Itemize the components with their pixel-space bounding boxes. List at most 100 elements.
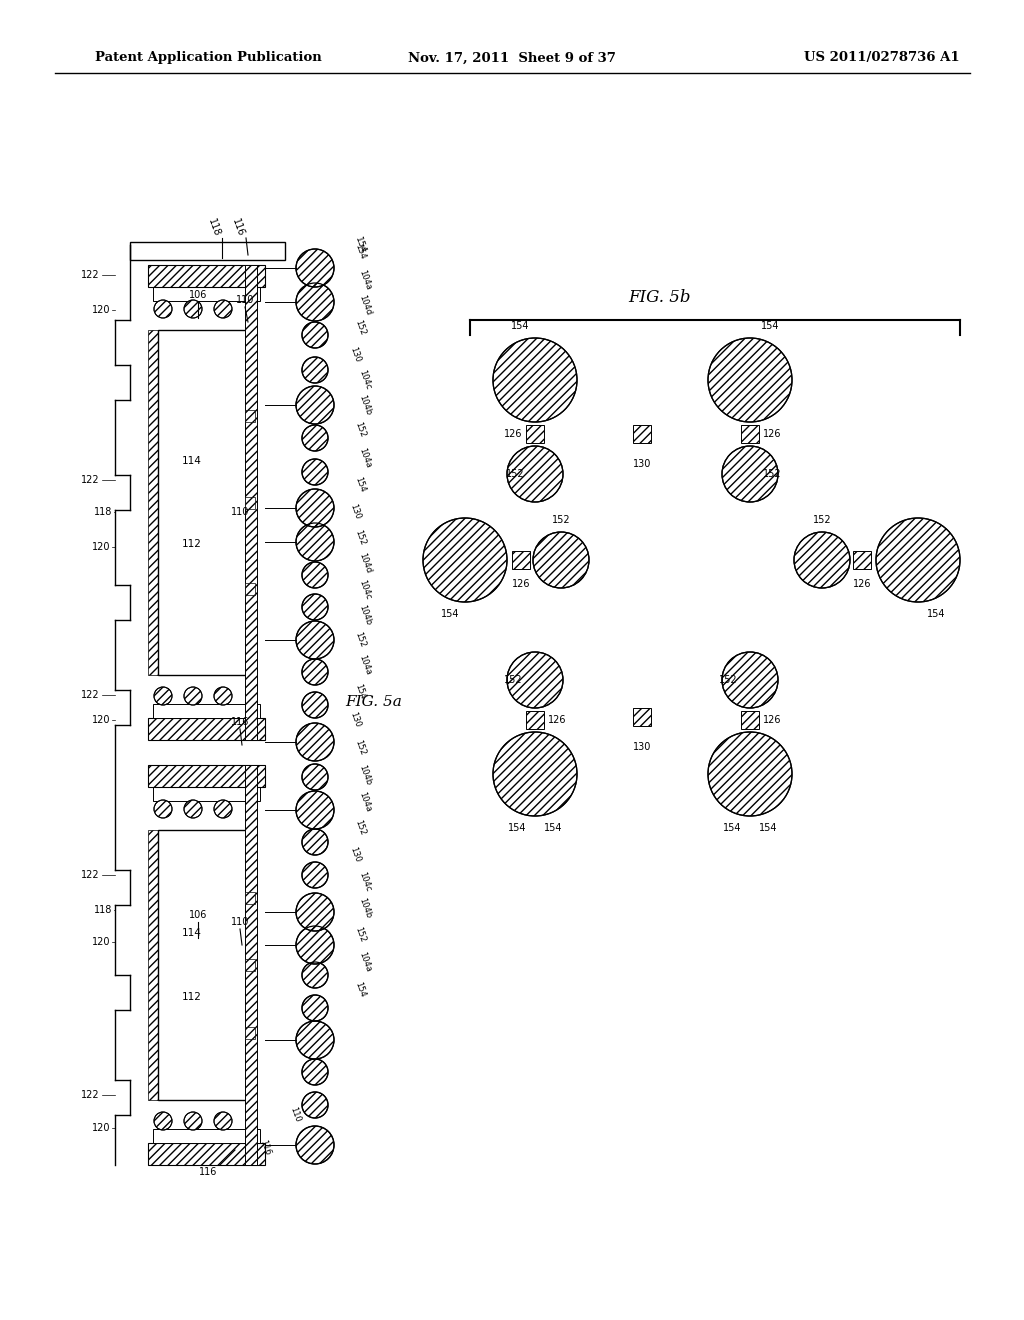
- Circle shape: [302, 659, 328, 685]
- Circle shape: [214, 1111, 232, 1130]
- Text: 110: 110: [230, 507, 249, 517]
- Circle shape: [302, 829, 328, 855]
- Bar: [633, 708, 651, 726]
- Circle shape: [302, 356, 328, 383]
- Text: 120: 120: [91, 937, 110, 946]
- Bar: [526, 425, 544, 444]
- Text: 110: 110: [236, 294, 254, 305]
- Text: 154: 154: [353, 981, 367, 999]
- Text: FIG. 5b: FIG. 5b: [629, 289, 691, 306]
- Bar: [741, 711, 759, 729]
- Circle shape: [296, 249, 334, 286]
- Circle shape: [493, 733, 577, 816]
- Text: 104a: 104a: [357, 446, 373, 470]
- Text: 122: 122: [81, 1090, 100, 1100]
- Bar: [245, 496, 255, 508]
- Text: 104c: 104c: [357, 368, 373, 391]
- Circle shape: [302, 995, 328, 1020]
- Text: 152: 152: [504, 675, 522, 685]
- Text: 154: 154: [353, 682, 367, 701]
- Circle shape: [302, 862, 328, 888]
- Text: 110: 110: [288, 1106, 302, 1123]
- Circle shape: [296, 282, 334, 321]
- Circle shape: [154, 800, 172, 818]
- Text: 104c: 104c: [357, 579, 373, 601]
- Bar: [158, 330, 255, 675]
- Text: 104a: 104a: [357, 269, 373, 292]
- Circle shape: [302, 962, 328, 987]
- Circle shape: [296, 620, 334, 659]
- Text: 122: 122: [81, 475, 100, 484]
- Text: 122: 122: [81, 870, 100, 880]
- Circle shape: [154, 300, 172, 318]
- Circle shape: [302, 1059, 328, 1085]
- Circle shape: [296, 894, 334, 931]
- Text: 104b: 104b: [357, 896, 373, 920]
- Text: 114: 114: [182, 457, 202, 466]
- Text: Patent Application Publication: Patent Application Publication: [95, 51, 322, 65]
- Circle shape: [296, 1020, 334, 1059]
- Text: 130: 130: [348, 503, 361, 521]
- Text: 106: 106: [188, 290, 207, 300]
- Text: 104c: 104c: [357, 871, 373, 894]
- Text: 122: 122: [81, 271, 100, 280]
- Text: 130: 130: [348, 346, 361, 364]
- Text: 126: 126: [512, 579, 530, 589]
- Bar: [245, 265, 257, 741]
- Bar: [153, 286, 260, 301]
- Circle shape: [302, 764, 328, 789]
- Text: 130: 130: [348, 846, 361, 865]
- Text: 126: 126: [548, 715, 566, 725]
- Text: 126: 126: [504, 429, 522, 440]
- Circle shape: [302, 1092, 328, 1118]
- Text: 114: 114: [182, 928, 202, 937]
- Circle shape: [302, 459, 328, 484]
- Text: 112: 112: [182, 993, 202, 1002]
- Text: 104b: 104b: [357, 763, 373, 787]
- Circle shape: [154, 1111, 172, 1130]
- Circle shape: [296, 1126, 334, 1164]
- Text: 120: 120: [91, 543, 110, 552]
- Bar: [853, 550, 871, 569]
- Bar: [245, 766, 257, 1166]
- Text: 154: 154: [508, 822, 526, 833]
- Text: 104a: 104a: [357, 950, 373, 973]
- Circle shape: [302, 322, 328, 348]
- Circle shape: [876, 517, 961, 602]
- Text: 154: 154: [353, 235, 368, 255]
- Text: 152: 152: [353, 739, 367, 756]
- Bar: [148, 718, 265, 741]
- Text: 152: 152: [506, 469, 524, 479]
- Bar: [148, 330, 158, 675]
- Circle shape: [184, 800, 202, 818]
- Text: 152: 152: [353, 529, 367, 546]
- Circle shape: [296, 927, 334, 964]
- Bar: [148, 1143, 265, 1166]
- Text: 152: 152: [813, 515, 831, 525]
- Text: 118: 118: [206, 218, 222, 239]
- Text: 110: 110: [230, 917, 249, 927]
- Bar: [158, 830, 255, 1100]
- Text: 104a: 104a: [357, 653, 373, 676]
- Bar: [148, 265, 265, 286]
- Text: 116: 116: [199, 1167, 217, 1177]
- Bar: [526, 711, 544, 729]
- Circle shape: [296, 385, 334, 424]
- Bar: [245, 582, 255, 595]
- Bar: [148, 766, 265, 787]
- Circle shape: [302, 425, 328, 451]
- Text: 126: 126: [763, 429, 781, 440]
- Circle shape: [507, 652, 563, 708]
- Text: 152: 152: [552, 515, 570, 525]
- Text: 116: 116: [258, 1139, 272, 1158]
- Text: 152: 152: [353, 319, 367, 337]
- Text: 154: 154: [353, 477, 367, 494]
- Circle shape: [214, 686, 232, 705]
- Bar: [130, 242, 285, 260]
- Text: 104d: 104d: [357, 552, 373, 574]
- Circle shape: [214, 800, 232, 818]
- Circle shape: [507, 446, 563, 502]
- Text: 154: 154: [723, 822, 741, 833]
- Text: 120: 120: [91, 715, 110, 725]
- Circle shape: [184, 686, 202, 705]
